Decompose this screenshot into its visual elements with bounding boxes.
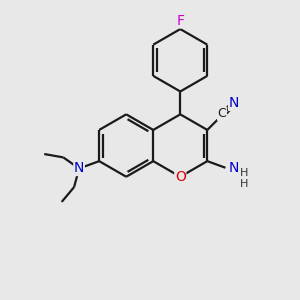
Text: N: N [74,161,84,176]
Text: C: C [218,107,226,120]
Text: N: N [229,161,239,175]
Text: H: H [240,168,248,178]
Text: H: H [240,179,248,189]
Text: F: F [176,14,184,28]
Text: N: N [229,96,239,110]
Text: O: O [175,170,186,184]
